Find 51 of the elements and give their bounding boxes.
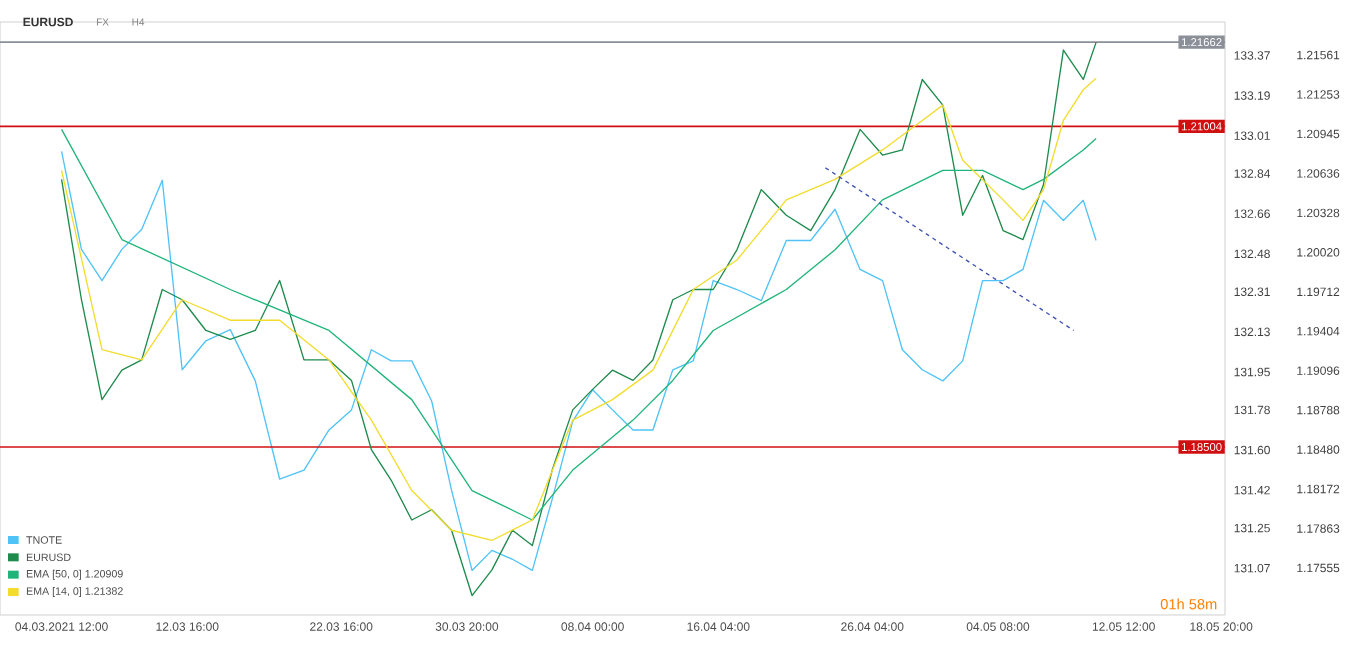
x-tick-label: 22.03 16:00 [310,622,373,631]
y-tick-label: 131.42 [1234,485,1270,495]
legend-label: EURUSD [26,553,71,562]
line-series [60,77,1097,542]
x-tick-label: 04.03.2021 12:00 [15,622,108,631]
line-series [60,128,1097,521]
annotation: FX [96,18,109,26]
y-tick-label: 131.07 [1234,563,1270,573]
ref-line-label: 1.21662 [1181,38,1222,47]
y2-tick-label: 1.17555 [1297,563,1340,573]
y2-tick-label: 1.20636 [1297,169,1340,178]
ref-line-label: 1.21004 [1181,122,1222,131]
y2-tick-label: 1.17863 [1297,524,1340,533]
chart-title: EURUSD [23,17,73,27]
y2-tick-label: 1.19712 [1297,287,1340,297]
y-tick-label: 132.48 [1234,249,1270,259]
y2-tick-label: 1.20020 [1297,248,1340,257]
y-tick-label: 131.60 [1234,445,1270,455]
legend-label: EMA [50, 0] 1.20909 [26,569,123,580]
ref-line-label: 1.18500 [1181,442,1222,451]
legend-label: TNOTE [26,536,62,544]
y-tick-label: 132.66 [1234,209,1270,218]
annotation: 01h 58m [1160,598,1217,610]
y2-tick-label: 1.20945 [1297,129,1340,139]
y-tick-label: 132.13 [1234,327,1270,337]
y-tick-label: 133.19 [1234,91,1270,100]
y-tick-label: 133.01 [1234,131,1270,140]
y-tick-label: 132.31 [1234,287,1270,296]
y2-tick-label: 1.18480 [1297,445,1340,454]
y-tick-label: 132.84 [1234,169,1271,178]
legend-label: EMA [14, 0] 1.21382 [26,587,123,597]
x-tick-label: 30.03 20:00 [435,622,499,631]
x-tick-label: 12.05 12:00 [1092,622,1155,631]
x-tick-label: 08.04 00:00 [561,622,624,631]
y2-tick-label: 1.21561 [1297,50,1340,60]
y-tick-label: 131.25 [1234,523,1270,533]
x-tick-label: 26.04 04:00 [841,622,904,631]
x-tick-label: 16.04 04:00 [687,622,750,631]
y2-tick-label: 1.18788 [1297,405,1340,415]
y-tick-label: 133.37 [1234,51,1270,60]
y2-tick-label: 1.18172 [1297,484,1340,494]
y2-tick-label: 1.19404 [1297,326,1340,336]
y2-tick-label: 1.21253 [1297,90,1340,99]
x-tick-label: 12.03 16:00 [156,622,219,631]
x-tick-label: 18.05 20:00 [1190,622,1253,631]
x-tick-label: 04.05 08:00 [966,622,1030,631]
y2-tick-label: 1.19096 [1297,366,1340,375]
y-tick-label: 131.78 [1234,405,1270,415]
annotation: H4 [132,18,145,26]
y2-tick-label: 1.20328 [1297,208,1340,218]
y-tick-label: 131.95 [1234,367,1270,377]
